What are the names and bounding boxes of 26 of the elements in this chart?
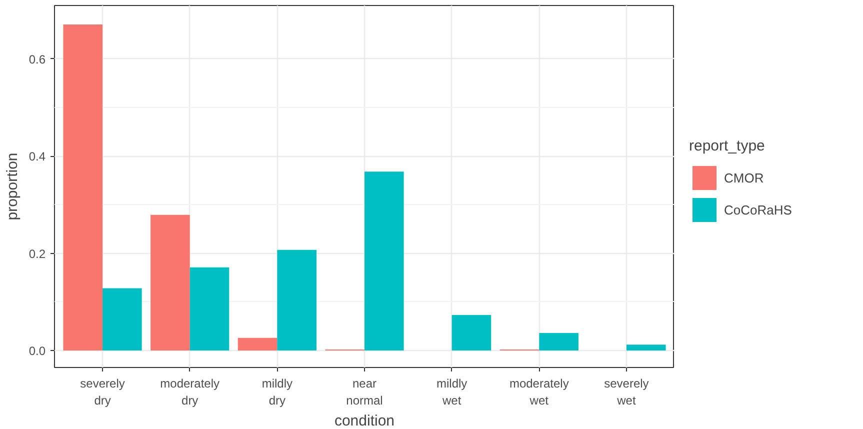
- x-tick-label: mildly dry: [262, 376, 293, 408]
- bar: [238, 338, 278, 350]
- bar: [626, 344, 666, 350]
- legend-label: CMOR: [724, 170, 764, 185]
- x-tick-label: mildly wet: [436, 376, 468, 408]
- bar: [190, 267, 230, 350]
- bar: [102, 288, 142, 350]
- y-tick-label: 0.4: [28, 150, 46, 164]
- x-tick-label: moderately dry: [160, 376, 220, 408]
- bar: [539, 333, 578, 350]
- bar: [150, 214, 190, 350]
- y-tick-label: 0.0: [28, 344, 46, 358]
- x-tick-label: moderately wet: [509, 376, 569, 408]
- x-tick-label: severely wet: [604, 376, 649, 408]
- bar: [63, 24, 103, 350]
- y-tick-label: 0.2: [28, 246, 46, 261]
- y-axis-title: proportion: [4, 152, 21, 220]
- bar: [277, 250, 316, 350]
- bar: [452, 315, 492, 350]
- x-tick-label: severely dry: [80, 376, 125, 408]
- x-tick-label: near normal: [346, 376, 383, 408]
- legend-title: report_type: [689, 138, 766, 154]
- legend-label: CoCoRaHS: [724, 202, 792, 217]
- x-axis-title: condition: [334, 412, 395, 429]
- bar: [364, 172, 404, 350]
- y-tick-label: 0.6: [28, 52, 46, 66]
